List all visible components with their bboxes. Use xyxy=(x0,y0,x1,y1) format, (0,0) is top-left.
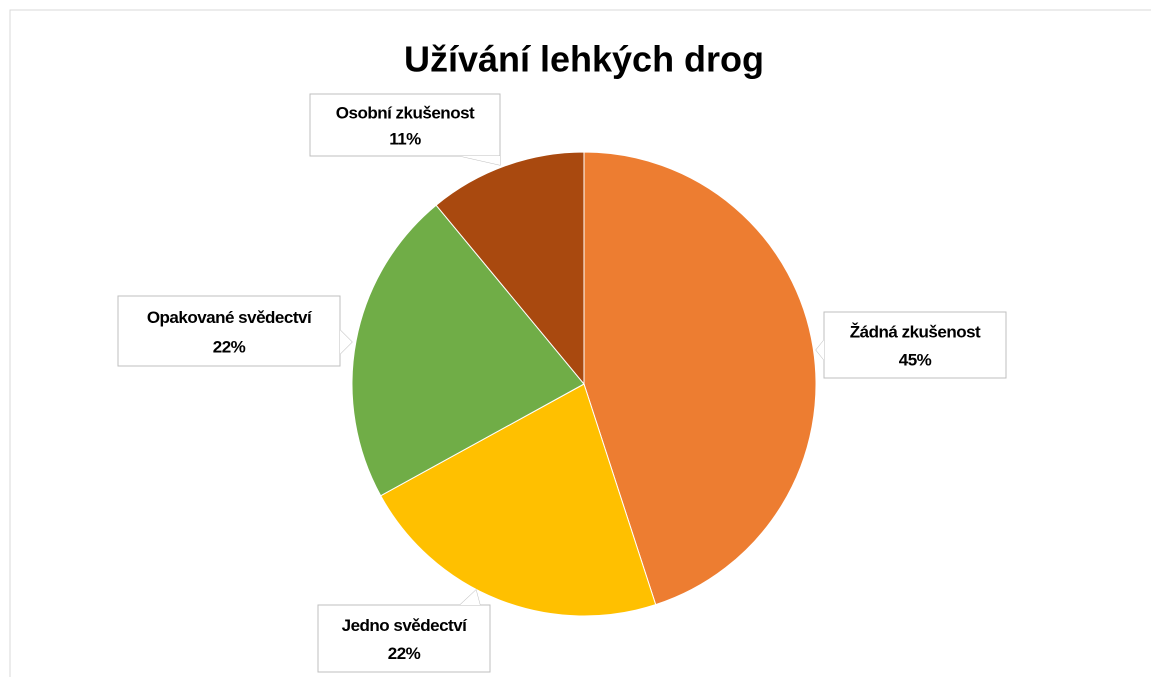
label-pointer-cover xyxy=(460,590,480,605)
pie-slice xyxy=(583,151,817,606)
category-label: Žádná zkušenost xyxy=(850,323,981,342)
pie-slice xyxy=(435,151,585,386)
value-label: 11% xyxy=(389,129,421,148)
value-label: 45% xyxy=(899,350,932,369)
label-box xyxy=(309,93,501,157)
label-box xyxy=(317,604,491,673)
label-pointer-cover xyxy=(460,156,500,165)
chart-title: Užívání lehkých drog xyxy=(404,39,764,80)
pie-slice xyxy=(351,204,585,497)
label-pointer-cover xyxy=(340,330,352,354)
pie-slice xyxy=(380,383,657,617)
value-label: 22% xyxy=(213,337,246,356)
label-pointer-cover xyxy=(816,340,824,360)
category-label: Osobní zkušenost xyxy=(336,103,475,122)
category-label: Jedno svědectví xyxy=(342,616,469,635)
category-label: Opakované svědectví xyxy=(147,308,313,327)
label-box xyxy=(117,295,341,367)
value-label: 22% xyxy=(388,644,421,663)
